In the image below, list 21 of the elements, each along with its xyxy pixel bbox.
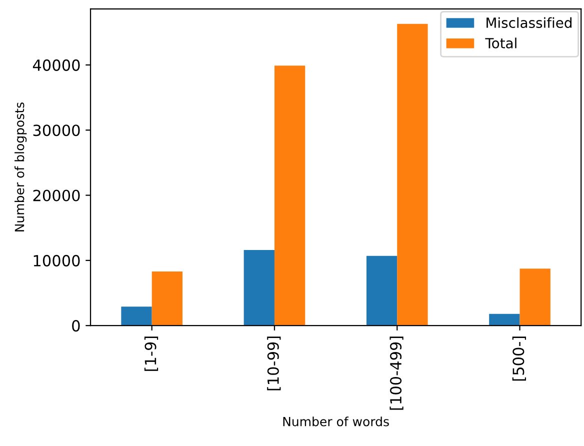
bar bbox=[366, 256, 398, 326]
y-tick-label: 10000 bbox=[34, 254, 80, 266]
x-tick-label: [100-499] bbox=[390, 336, 404, 410]
bar bbox=[489, 314, 520, 326]
x-axis-title: Number of words bbox=[283, 416, 389, 426]
legend-label: Misclassified bbox=[486, 17, 572, 28]
bar bbox=[121, 306, 152, 326]
x-tick-label: [10-99] bbox=[267, 336, 281, 390]
y-axis-title: Number of blogposts bbox=[14, 102, 27, 232]
legend-label: Total bbox=[485, 38, 516, 48]
bar bbox=[397, 24, 428, 326]
x-tick-label: [500-] bbox=[512, 336, 526, 381]
x-tick-label: [1-9] bbox=[144, 336, 158, 371]
y-tick-label: 30000 bbox=[33, 124, 80, 136]
y-tick-label: 0 bbox=[72, 320, 80, 332]
bar bbox=[274, 66, 306, 326]
bar bbox=[244, 250, 274, 326]
bar bbox=[520, 268, 550, 326]
bar bbox=[152, 272, 182, 326]
y-tick-label: 40000 bbox=[32, 59, 80, 71]
y-tick-label: 20000 bbox=[33, 190, 80, 202]
